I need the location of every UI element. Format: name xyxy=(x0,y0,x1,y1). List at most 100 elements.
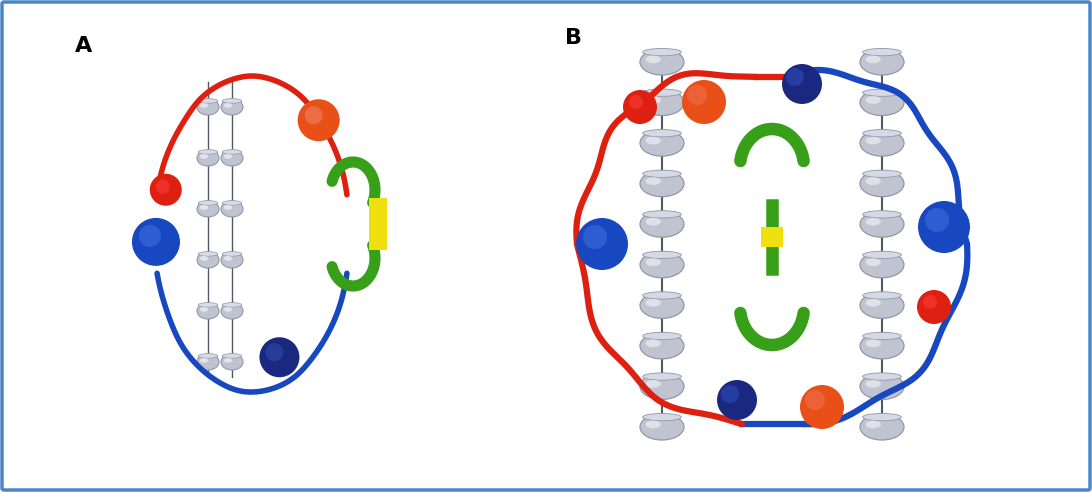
Ellipse shape xyxy=(640,90,684,116)
Ellipse shape xyxy=(866,177,881,185)
Ellipse shape xyxy=(197,99,219,115)
Ellipse shape xyxy=(640,211,684,237)
Ellipse shape xyxy=(198,303,218,307)
Ellipse shape xyxy=(863,211,901,218)
Ellipse shape xyxy=(224,358,233,363)
Circle shape xyxy=(786,68,804,86)
Ellipse shape xyxy=(645,380,661,388)
Ellipse shape xyxy=(197,201,219,217)
Ellipse shape xyxy=(222,252,242,256)
Ellipse shape xyxy=(222,150,242,154)
Bar xyxy=(369,198,387,250)
Ellipse shape xyxy=(640,252,684,278)
Ellipse shape xyxy=(640,373,684,400)
Ellipse shape xyxy=(197,354,219,370)
Ellipse shape xyxy=(221,201,244,217)
Ellipse shape xyxy=(197,303,219,319)
Circle shape xyxy=(583,225,607,249)
Ellipse shape xyxy=(198,354,218,358)
Ellipse shape xyxy=(642,170,681,178)
Ellipse shape xyxy=(645,218,661,225)
Ellipse shape xyxy=(642,333,681,339)
Ellipse shape xyxy=(200,103,209,108)
Ellipse shape xyxy=(860,130,904,156)
Ellipse shape xyxy=(640,171,684,197)
Circle shape xyxy=(717,380,757,420)
Ellipse shape xyxy=(863,373,901,380)
Circle shape xyxy=(575,218,628,270)
Ellipse shape xyxy=(200,205,209,210)
Circle shape xyxy=(156,180,169,194)
Ellipse shape xyxy=(221,252,244,268)
Ellipse shape xyxy=(221,150,244,166)
Ellipse shape xyxy=(863,333,901,339)
Circle shape xyxy=(132,218,180,266)
Ellipse shape xyxy=(860,373,904,400)
Ellipse shape xyxy=(221,354,244,370)
Circle shape xyxy=(150,174,181,206)
Ellipse shape xyxy=(645,299,661,307)
Ellipse shape xyxy=(642,251,681,258)
Ellipse shape xyxy=(866,218,881,225)
Circle shape xyxy=(298,99,340,141)
Ellipse shape xyxy=(224,307,233,312)
Circle shape xyxy=(925,208,949,232)
Ellipse shape xyxy=(866,258,881,266)
Ellipse shape xyxy=(221,303,244,319)
Ellipse shape xyxy=(866,96,881,104)
Ellipse shape xyxy=(866,299,881,307)
Circle shape xyxy=(305,106,322,124)
Ellipse shape xyxy=(860,171,904,197)
Ellipse shape xyxy=(860,211,904,237)
Circle shape xyxy=(721,385,739,403)
Ellipse shape xyxy=(197,252,219,268)
Circle shape xyxy=(917,290,951,324)
Circle shape xyxy=(923,295,937,309)
Ellipse shape xyxy=(198,252,218,256)
Circle shape xyxy=(782,64,822,104)
Ellipse shape xyxy=(860,414,904,440)
Ellipse shape xyxy=(860,292,904,318)
Ellipse shape xyxy=(640,292,684,318)
Ellipse shape xyxy=(200,307,209,312)
Ellipse shape xyxy=(645,177,661,185)
Ellipse shape xyxy=(866,421,881,429)
Ellipse shape xyxy=(866,137,881,145)
Ellipse shape xyxy=(642,89,681,96)
Ellipse shape xyxy=(860,49,904,75)
Ellipse shape xyxy=(863,251,901,258)
Ellipse shape xyxy=(200,358,209,363)
Circle shape xyxy=(805,390,824,410)
Ellipse shape xyxy=(642,413,681,421)
Ellipse shape xyxy=(866,56,881,63)
Ellipse shape xyxy=(866,339,881,347)
Ellipse shape xyxy=(645,339,661,347)
Ellipse shape xyxy=(863,170,901,178)
Ellipse shape xyxy=(224,103,233,108)
Circle shape xyxy=(265,343,284,361)
Ellipse shape xyxy=(860,90,904,116)
Ellipse shape xyxy=(224,205,233,210)
Ellipse shape xyxy=(642,129,681,137)
Ellipse shape xyxy=(640,130,684,156)
Ellipse shape xyxy=(222,99,242,103)
Text: A: A xyxy=(75,36,92,56)
Circle shape xyxy=(139,225,161,247)
Ellipse shape xyxy=(642,373,681,380)
Ellipse shape xyxy=(645,137,661,145)
Bar xyxy=(761,227,783,247)
Ellipse shape xyxy=(642,49,681,56)
Ellipse shape xyxy=(863,49,901,56)
Circle shape xyxy=(629,95,643,109)
Circle shape xyxy=(800,385,844,429)
Ellipse shape xyxy=(200,154,209,159)
Ellipse shape xyxy=(645,421,661,429)
Circle shape xyxy=(624,90,657,124)
Ellipse shape xyxy=(863,292,901,299)
Ellipse shape xyxy=(860,252,904,278)
Ellipse shape xyxy=(863,89,901,96)
Ellipse shape xyxy=(200,256,209,261)
Ellipse shape xyxy=(645,56,661,63)
Ellipse shape xyxy=(640,333,684,359)
Ellipse shape xyxy=(198,99,218,103)
